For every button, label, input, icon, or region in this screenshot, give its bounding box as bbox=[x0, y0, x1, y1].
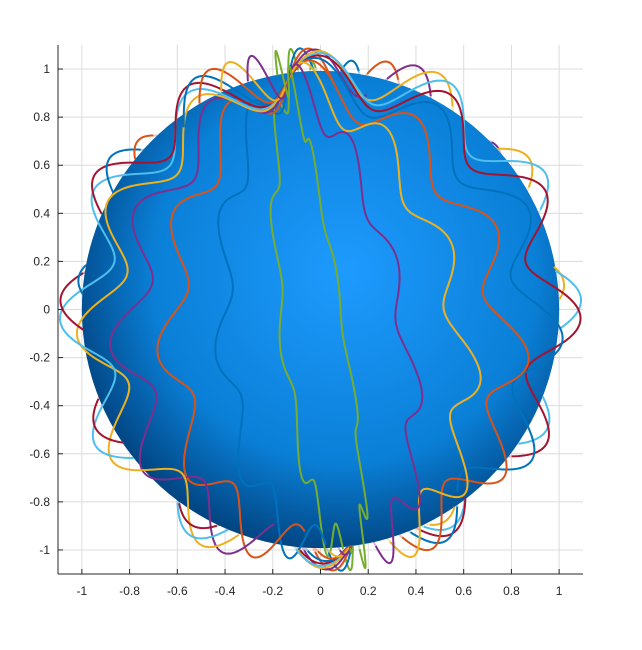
orbit-line bbox=[554, 269, 583, 329]
y-tick-label: -0.4 bbox=[29, 399, 50, 413]
orbit-line bbox=[105, 148, 141, 193]
x-tick-label: -0.8 bbox=[119, 584, 140, 598]
orbit-line bbox=[198, 67, 290, 104]
orbit-line bbox=[133, 134, 154, 160]
orbit-line bbox=[366, 60, 400, 81]
orbit-line bbox=[328, 547, 350, 558]
orbit-line bbox=[214, 79, 327, 560]
orbit-line bbox=[287, 64, 369, 570]
orbit-line bbox=[287, 59, 530, 552]
x-tick-label: 0.2 bbox=[360, 584, 377, 598]
x-tick-label: 0.8 bbox=[503, 584, 520, 598]
y-tick-label: -1 bbox=[39, 543, 50, 557]
axes bbox=[57, 45, 583, 575]
x-tick-label: -1 bbox=[77, 584, 88, 598]
y-tick-label: 0 bbox=[43, 303, 50, 317]
x-tick-label: 0.4 bbox=[408, 584, 425, 598]
orbit-line bbox=[156, 79, 306, 559]
orbit-line bbox=[518, 396, 551, 445]
orbit-line bbox=[410, 506, 459, 544]
orbit-line bbox=[314, 545, 352, 572]
orbit-line bbox=[287, 63, 424, 565]
x-tick-label: -0.6 bbox=[167, 584, 188, 598]
orbit-line bbox=[497, 147, 534, 188]
orbit-line bbox=[423, 498, 466, 531]
x-tick-labels: -1 -0.8 -0.6 -0.4 -0.2 0 0.2 0.4 0.6 0.8 1 bbox=[77, 584, 563, 598]
orbit-line bbox=[246, 54, 290, 100]
orbit-line bbox=[178, 503, 218, 530]
orbit-line bbox=[287, 56, 564, 492]
y-tick-label: -0.8 bbox=[29, 495, 50, 509]
orbit-line bbox=[59, 272, 85, 331]
orbit-line bbox=[92, 398, 125, 444]
orbit-line bbox=[75, 79, 290, 549]
x-tick-label: 0 bbox=[317, 584, 324, 598]
y-tick-label: 0.4 bbox=[33, 206, 50, 220]
orbit-line bbox=[91, 78, 290, 215]
y-tick-label: 0.2 bbox=[33, 254, 50, 268]
orbit-line bbox=[429, 506, 456, 526]
orbit-line bbox=[349, 546, 354, 555]
y-tick-labels: -1 -0.8 -0.6 -0.4 -0.2 0 0.2 0.4 0.6 0.8 1 bbox=[29, 62, 50, 557]
x-tick-label: 1 bbox=[556, 584, 563, 598]
orbit-line bbox=[287, 50, 454, 107]
orbit-line bbox=[339, 546, 352, 556]
sphere bbox=[81, 70, 560, 549]
orbit-line bbox=[287, 61, 482, 559]
orbit-line bbox=[491, 141, 500, 150]
orbit-line bbox=[287, 52, 550, 211]
y-tick-label: -0.6 bbox=[29, 447, 50, 461]
x-tick-label: -0.2 bbox=[262, 584, 283, 598]
y-tick-label: 0.6 bbox=[33, 158, 50, 172]
x-tick-label: -0.4 bbox=[215, 584, 236, 598]
orbit-line bbox=[109, 79, 290, 555]
x-tick-label: 0.6 bbox=[455, 584, 472, 598]
orbit-line bbox=[287, 54, 582, 458]
orbit-line bbox=[176, 502, 229, 540]
orbit-line bbox=[77, 264, 87, 296]
y-tick-label: 0.8 bbox=[33, 110, 50, 124]
orbit-line bbox=[274, 49, 291, 99]
orbit-line bbox=[339, 59, 360, 72]
y-tick-label: 1 bbox=[43, 62, 50, 76]
orbit-line bbox=[342, 545, 354, 572]
orbits-front bbox=[58, 47, 583, 572]
y-tick-label: -0.2 bbox=[29, 351, 50, 365]
orbit-line bbox=[420, 497, 467, 538]
